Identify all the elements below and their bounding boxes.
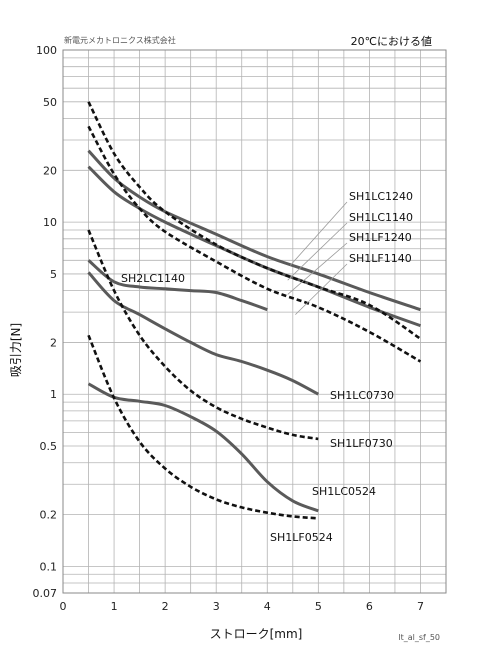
x-tick-label: 3 (213, 600, 220, 613)
x-tick-label: 4 (264, 600, 271, 613)
y-tick-label: 100 (36, 44, 57, 57)
series-label-sh1lf1240: SH1LF1240 (349, 231, 412, 244)
series-label-sh1lc0730: SH1LC0730 (330, 389, 394, 402)
y-tick-label: 0.1 (40, 560, 58, 573)
figure-code: lt_al_sf_50 (398, 633, 440, 642)
y-tick-label: 10 (43, 216, 57, 229)
y-tick-label: 0.5 (40, 440, 58, 453)
x-tick-label: 1 (111, 600, 118, 613)
series-line-sh1lf1240 (87, 101, 422, 340)
x-tick-label: 2 (162, 600, 169, 613)
y-tick-label: 0.07 (33, 587, 58, 600)
series-label-sh1lc1240: SH1LC1240 (349, 190, 413, 203)
series-label-sh2lc1140: SH2LC1140 (121, 272, 185, 285)
y-tick-label: 2 (50, 336, 57, 349)
x-tick-label: 0 (60, 600, 67, 613)
y-tick-label: 1 (50, 388, 57, 401)
series-label-sh1lf1140: SH1LF1140 (349, 252, 412, 265)
company-name: 新電元メカトロニクス株式会社 (64, 35, 176, 45)
x-axis-title: ストローク[mm] (210, 627, 303, 641)
grid (62, 49, 447, 594)
y-ticks: 100 50 20 10 5 2 1 0.5 0.2 0.1 0.07 (33, 44, 58, 600)
series-line-sh1lf0730 (87, 229, 319, 441)
y-tick-label: 50 (43, 96, 57, 109)
series-labels: SH1LC1240 SH1LC1140 SH1LF1240 SH1LF1140 SH2L… (121, 190, 413, 544)
leader-line-sh1lc1140 (287, 222, 348, 281)
series-line-sh1lf0524 (87, 334, 319, 520)
x-tick-label: 7 (417, 600, 424, 613)
series-label-sh1lc1140: SH1LC1140 (349, 211, 413, 224)
leader-line-sh1lf1240 (287, 242, 348, 295)
y-tick-label: 5 (50, 268, 57, 281)
y-axis-title: 吸引力[N] (9, 323, 23, 377)
leader-line-sh1lf1140 (295, 263, 348, 315)
plot-frame (62, 49, 447, 594)
y-tick-label: 0.2 (40, 509, 58, 522)
series-lines (87, 101, 422, 520)
leader-line-sh1lc1240 (289, 201, 348, 266)
x-ticks: 0 1 2 3 4 5 6 7 (60, 600, 424, 613)
series-line-sh1lc0524 (87, 382, 319, 513)
series-label-sh1lf0524: SH1LF0524 (270, 531, 333, 544)
x-tick-label: 6 (366, 600, 373, 613)
series-label-sh1lf0730: SH1LF0730 (330, 437, 393, 450)
series-line-sh2lc1140 (87, 259, 268, 312)
series-label-sh1lc0524: SH1LC0524 (312, 485, 376, 498)
series-line-sh1lf1140 (87, 125, 422, 363)
x-tick-label: 5 (315, 600, 322, 613)
condition-note: 20℃における値 (351, 35, 432, 48)
y-tick-label: 20 (43, 164, 57, 177)
series-line-sh1lc0730 (87, 271, 319, 396)
